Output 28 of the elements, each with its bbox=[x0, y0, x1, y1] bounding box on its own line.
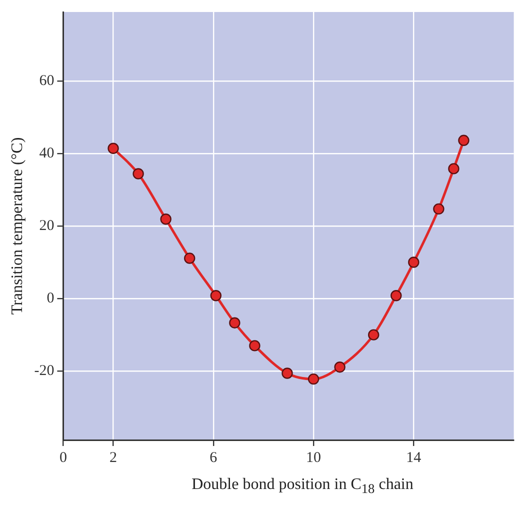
point bbox=[160, 214, 172, 225]
point bbox=[132, 168, 144, 180]
point bbox=[390, 290, 402, 302]
x-tick-label: 6 bbox=[210, 450, 218, 466]
point bbox=[108, 142, 119, 154]
y-tick-label: 0 bbox=[46, 290, 54, 306]
x-tick-label: 0 bbox=[59, 450, 67, 466]
point bbox=[229, 317, 240, 328]
y-axis-title: Transition temperature (°C) bbox=[8, 137, 26, 315]
x-axis-title: Double bond position in C$_{18}$ chain bbox=[190, 476, 414, 498]
point bbox=[433, 203, 444, 215]
x-tick-label: 2 bbox=[110, 450, 118, 466]
point bbox=[408, 256, 420, 268]
y-tick-label: -20 bbox=[34, 363, 54, 380]
point bbox=[308, 373, 320, 385]
point bbox=[458, 134, 470, 146]
y-tick-label: 40 bbox=[39, 145, 54, 162]
y-tick-label: 20 bbox=[39, 218, 54, 234]
x-tick-label: 14 bbox=[406, 450, 422, 466]
point bbox=[249, 340, 260, 352]
point bbox=[448, 163, 460, 174]
y-tick-label: 60 bbox=[39, 72, 54, 89]
x-tick-label: 10 bbox=[306, 450, 322, 466]
point bbox=[368, 329, 380, 340]
point bbox=[184, 252, 196, 264]
point bbox=[282, 368, 293, 379]
point bbox=[334, 361, 346, 373]
point bbox=[210, 290, 222, 302]
